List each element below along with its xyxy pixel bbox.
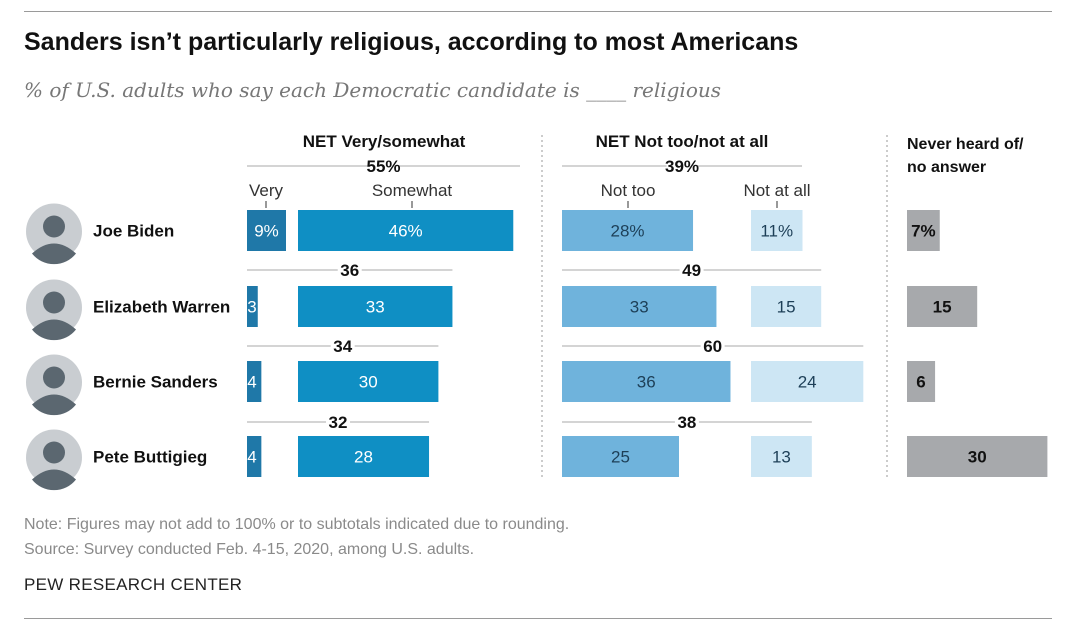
bar-very-bernie-sanders — [247, 361, 262, 402]
bar-not-too-elizabeth-warren — [562, 286, 717, 327]
bottom-rule — [24, 618, 1052, 619]
candidate-pete-buttigieg-label: Pete Buttigieg — [93, 448, 207, 467]
bar-somewhat-joe-biden — [298, 210, 514, 251]
photo-shoulders — [32, 243, 76, 265]
net-label: 49 — [682, 261, 701, 280]
bar-value-label: 28 — [354, 448, 373, 467]
bar-value-label: 6 — [916, 373, 925, 392]
group-header: NET Not too/not at all — [596, 132, 769, 151]
bar-not-at-all-elizabeth-warren — [751, 286, 822, 327]
photo-head — [43, 366, 65, 389]
top-rule — [24, 11, 1052, 12]
photo-head — [43, 441, 65, 464]
bar-value-label: 33 — [366, 298, 385, 317]
pete-buttigieg-photo — [26, 429, 82, 491]
bar-very-elizabeth-warren — [247, 286, 258, 327]
photo-head — [43, 215, 65, 238]
bar-value-label: 15 — [933, 298, 952, 317]
bar-not-too-bernie-sanders — [562, 361, 731, 402]
net-label: 60 — [703, 337, 722, 356]
bar-never-heard-elizabeth-warren — [907, 286, 978, 327]
bar-value-label: 4 — [247, 373, 256, 392]
series-label: Not at all — [743, 181, 810, 200]
bar-value-label: 7% — [911, 222, 936, 241]
chart-subtitle: % of U.S. adults who say each Democratic… — [24, 78, 722, 102]
bar-value-label: 25 — [611, 448, 630, 467]
group-header: Never heard of/ — [907, 136, 1024, 153]
bar-somewhat-bernie-sanders — [298, 361, 439, 402]
bar-very-joe-biden — [247, 210, 286, 251]
photo-shoulders — [32, 319, 76, 341]
net-label: 32 — [329, 413, 348, 432]
bar-value-label: 15 — [777, 298, 796, 317]
bernie-sanders-photo — [26, 354, 82, 416]
group-header: NET Very/somewhat — [303, 132, 466, 151]
candidate-bernie-sanders-label: Bernie Sanders — [93, 373, 218, 392]
elizabeth-warren-photo — [26, 279, 82, 341]
bar-value-label: 4 — [247, 448, 256, 467]
net-label: 38 — [677, 413, 696, 432]
series-label: Very — [249, 181, 284, 200]
photo-shoulders — [32, 394, 76, 416]
bar-value-label: 3 — [247, 298, 256, 317]
bar-not-too-pete-buttigieg — [562, 436, 679, 477]
bar-never-heard-bernie-sanders — [907, 361, 936, 402]
bar-not-at-all-joe-biden — [751, 210, 803, 251]
bar-not-at-all-bernie-sanders — [751, 361, 864, 402]
bar-value-label: 30 — [968, 448, 987, 467]
bar-somewhat-elizabeth-warren — [298, 286, 453, 327]
pew-logo-text: PEW RESEARCH CENTER — [24, 575, 243, 594]
joe-biden-photo — [26, 203, 82, 265]
bar-never-heard-pete-buttigieg — [907, 436, 1048, 477]
bar-value-label: 24 — [798, 373, 817, 392]
candidate-elizabeth-warren-label: Elizabeth Warren — [93, 298, 230, 317]
net-label: 55% — [366, 157, 400, 176]
bar-value-label: 13 — [772, 448, 791, 467]
chart-source: Source: Survey conducted Feb. 4-15, 2020… — [24, 541, 475, 558]
bar-value-label: 46% — [389, 222, 423, 241]
candidate-joe-biden-label: Joe Biden — [93, 222, 174, 241]
bar-value-label: 33 — [630, 298, 649, 317]
photo-shoulders — [32, 469, 76, 491]
net-label: 34 — [333, 337, 352, 356]
bar-value-label: 28% — [611, 222, 645, 241]
bar-value-label: 36 — [637, 373, 656, 392]
photo-head — [43, 291, 65, 314]
chart-note: Note: Figures may not add to 100% or to … — [24, 516, 570, 533]
bar-value-label: 11% — [760, 222, 793, 241]
bar-somewhat-pete-buttigieg — [298, 436, 430, 477]
bar-not-at-all-pete-buttigieg — [751, 436, 812, 477]
bar-value-label: 30 — [359, 373, 378, 392]
chart-title: Sanders isn’t particularly religious, ac… — [24, 28, 799, 56]
series-label: Somewhat — [372, 181, 453, 200]
net-label: 39% — [665, 157, 699, 176]
bar-not-too-joe-biden — [562, 210, 694, 251]
series-label: Not too — [601, 181, 656, 200]
bar-very-pete-buttigieg — [247, 436, 262, 477]
bar-never-heard-joe-biden — [907, 210, 940, 251]
net-label: 36 — [340, 261, 359, 280]
group-header: no answer — [907, 159, 986, 176]
bar-value-label: 9% — [254, 222, 279, 241]
